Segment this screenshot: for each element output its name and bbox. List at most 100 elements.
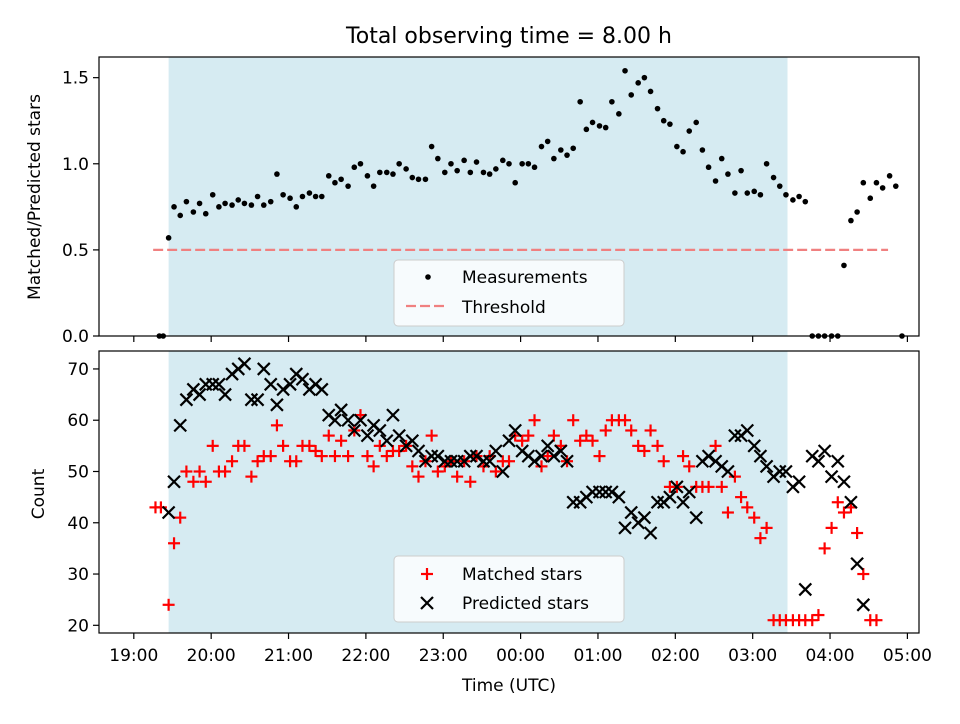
measurement-point <box>583 126 590 133</box>
matched-star-point <box>632 439 645 452</box>
predicted-star-b <box>844 495 858 510</box>
measurement-point <box>473 159 480 165</box>
measurement-point <box>428 143 435 150</box>
matched-star-point <box>277 439 290 452</box>
measurement-point <box>235 197 242 203</box>
matched-star-point <box>290 455 303 468</box>
measurement-point <box>712 178 719 184</box>
predicted-star-point <box>837 474 851 489</box>
matched-star-point <box>709 439 722 452</box>
legend-measurements-marker <box>425 274 431 280</box>
predicted-star-b <box>830 454 845 469</box>
bottom-y-tick-label: 50 <box>67 462 89 482</box>
x-tick-label: 02:00 <box>651 646 700 666</box>
predicted-star-b <box>701 449 716 463</box>
x-tick-label: 22:00 <box>341 646 390 666</box>
predicted-star-point <box>747 439 762 453</box>
matched-star-point <box>193 465 206 478</box>
measurement-point <box>647 88 654 95</box>
predicted-star-b <box>244 392 259 407</box>
predicted-star-point <box>244 392 259 407</box>
predicted-star-b <box>263 377 278 392</box>
predicted-star-point <box>643 526 658 540</box>
predicted-star-point <box>250 392 265 407</box>
measurement-point <box>500 157 506 164</box>
measurement-point <box>332 179 338 186</box>
matched-star-point <box>206 439 219 452</box>
measurement-point <box>699 147 706 153</box>
matched-star-point <box>264 450 277 463</box>
measurement-point <box>744 190 751 196</box>
bottom-legend-box <box>393 555 625 623</box>
predicted-star-b <box>527 454 542 469</box>
predicted-star-b <box>250 392 265 407</box>
predicted-star-b <box>772 464 787 479</box>
measurement-point <box>525 160 532 167</box>
bottom-y-axis-ticks: 20 30 40 50 60 70 <box>67 360 99 636</box>
predicted-star-point <box>237 357 252 371</box>
predicted-star-b <box>850 557 864 571</box>
predicted-star-b <box>212 377 226 392</box>
measurement-point <box>570 145 577 152</box>
predicted-star-b <box>502 433 516 448</box>
predicted-star-point <box>798 582 813 597</box>
top-plot-frame <box>98 56 920 337</box>
matched-star-point <box>574 434 587 447</box>
matched-star-point <box>373 439 386 452</box>
x-tick-label: 01:00 <box>573 646 622 666</box>
measurement-point <box>674 143 680 150</box>
measurement-point <box>467 169 474 176</box>
predicted-star-point <box>444 454 458 469</box>
matched-star-point <box>586 434 599 447</box>
matched-star-point <box>547 429 560 442</box>
matched-star-point <box>245 470 258 483</box>
matched-star-point <box>677 450 690 463</box>
top-panel: 0.0 0.5 1.0 1.5 Matched/Predicted stars Mea… <box>25 56 920 347</box>
bottom-y-tick-label: 30 <box>67 565 89 585</box>
predicted-star-point <box>373 423 387 438</box>
x-tick-label: 00:00 <box>496 646 545 666</box>
measurement-point <box>654 105 661 112</box>
measurement-point <box>770 174 777 181</box>
matched-star-point <box>748 511 761 524</box>
measurement-point <box>312 193 319 200</box>
matched-star-point <box>825 521 838 534</box>
predicted-star-b <box>405 433 420 448</box>
predicted-star-point <box>540 439 555 453</box>
predicted-star-point <box>218 387 232 402</box>
predicted-star-point <box>386 408 400 422</box>
matched-star-point <box>238 439 251 452</box>
top-legend: Measurements Threshold <box>393 259 625 327</box>
predicted-star-b <box>463 449 478 463</box>
matched-star-point <box>806 614 819 627</box>
matched-star-point <box>528 414 541 427</box>
matched-star-point <box>837 506 850 519</box>
bottom-legend: Matched stars Predicted stars <box>393 555 625 623</box>
measurement-point <box>538 143 545 150</box>
predicted-star-point <box>411 444 426 458</box>
predicted-star-b <box>424 449 439 463</box>
measurement-point <box>448 160 454 167</box>
predicted-star-point <box>689 510 703 525</box>
measurement-point <box>254 193 261 200</box>
predicted-stars-series <box>161 357 871 612</box>
predicted-star-point <box>192 387 207 402</box>
predicted-star-point <box>405 433 420 448</box>
measurement-point <box>222 200 228 207</box>
matched-star-point <box>187 475 200 488</box>
measurement-point <box>486 171 493 177</box>
measurement-point <box>860 179 867 186</box>
predicted-star-point <box>463 449 478 463</box>
matched-star-point <box>715 480 728 493</box>
matched-star-point <box>168 537 181 550</box>
matched-star-point <box>657 455 670 468</box>
matched-star-point <box>380 450 393 463</box>
top-y-tick-label: 1.0 <box>62 155 89 175</box>
measurement-point <box>338 176 344 183</box>
top-y-tick-label: 0.0 <box>62 327 89 347</box>
predicted-star-point <box>792 474 806 489</box>
matched-star-point <box>425 429 438 442</box>
predicted-star-b <box>643 526 658 540</box>
predicted-star-b <box>547 449 561 463</box>
measurement-point <box>506 160 512 167</box>
